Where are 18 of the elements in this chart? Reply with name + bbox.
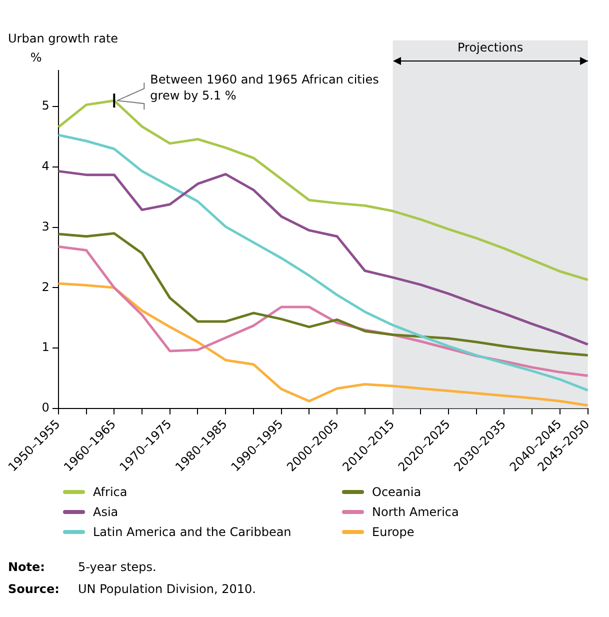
legend-label: Latin America and the Caribbean: [93, 525, 292, 539]
legend-label: Europe: [372, 525, 414, 539]
chart-title: Urban growth rate: [8, 31, 118, 46]
band-label: Projections: [458, 40, 524, 55]
legend-label: Africa: [93, 485, 128, 499]
y-tick-label: 4: [42, 159, 50, 174]
legend-label: Oceania: [372, 485, 422, 499]
y-tick-label: 3: [42, 219, 50, 234]
y-tick-label: 5: [42, 98, 50, 113]
y-tick-label: 0: [42, 400, 50, 415]
legend-label: North America: [372, 505, 459, 519]
annotation: Between 1960 and 1965 African cities grew by 5.1 %: [150, 72, 379, 103]
y-axis-title: %: [30, 50, 42, 65]
y-tick-label: 1: [42, 340, 50, 354]
legend-label: Asia: [93, 505, 118, 519]
text: Note: 5-year steps.: [8, 560, 156, 574]
text: Source: UN Population Division, 2010.: [8, 582, 256, 596]
y-tick-label: 2: [42, 280, 50, 294]
